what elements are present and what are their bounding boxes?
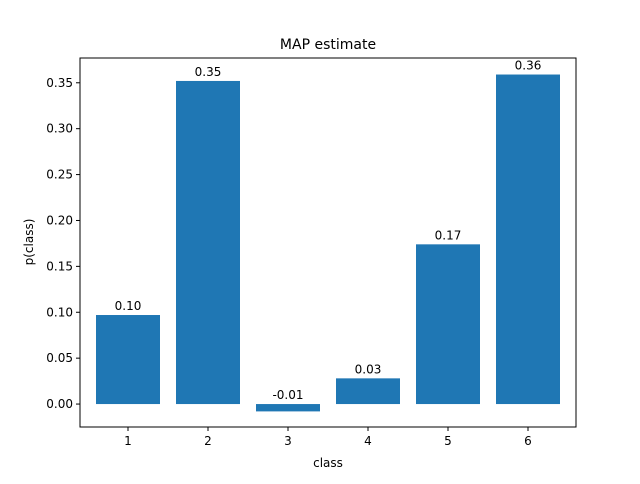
plot-frame bbox=[79, 57, 577, 428]
y-tick-label-1: 0.05 bbox=[46, 351, 73, 365]
chart-title: MAP estimate bbox=[280, 37, 376, 53]
bar-class-3 bbox=[256, 404, 320, 412]
x-tick-label-6: 6 bbox=[524, 434, 532, 448]
x-tick-label-4: 4 bbox=[364, 434, 372, 448]
y-tick-label-5: 0.25 bbox=[46, 168, 73, 182]
bar-class-5 bbox=[416, 244, 480, 405]
data-label-class-4: 0.03 bbox=[355, 362, 382, 376]
bars-layer bbox=[96, 74, 560, 412]
data-label-class-1: 0.10 bbox=[115, 299, 142, 313]
y-tick-label-0: 0.00 bbox=[46, 397, 73, 411]
bar-class-6 bbox=[496, 74, 560, 405]
data-label-class-6: 0.36 bbox=[515, 59, 542, 73]
y-tick-label-4: 0.20 bbox=[46, 213, 73, 227]
y-tick-label-3: 0.15 bbox=[46, 259, 73, 273]
x-axis-label: class bbox=[313, 456, 343, 470]
data-label-class-3: -0.01 bbox=[272, 388, 303, 402]
y-tick-label-7: 0.35 bbox=[46, 76, 73, 90]
bar-class-2 bbox=[176, 80, 240, 405]
data-label-class-2: 0.35 bbox=[195, 65, 222, 79]
y-axis-label: p(class) bbox=[22, 219, 36, 266]
data-labels-layer: 0.10 0.35 -0.01 0.03 0.17 0.36 bbox=[115, 59, 542, 403]
x-tick-label-1: 1 bbox=[124, 434, 132, 448]
bar-class-4 bbox=[336, 378, 400, 405]
x-tick-label-3: 3 bbox=[284, 434, 292, 448]
x-tick-label-5: 5 bbox=[444, 434, 452, 448]
data-label-class-5: 0.17 bbox=[435, 228, 462, 242]
axes-layer: 1 2 3 4 5 6 0.00 0.05 0.10 0.15 0.20 0.25 0.30 0.35 bbox=[46, 57, 577, 448]
y-tick-label-2: 0.10 bbox=[46, 305, 73, 319]
bar-class-1 bbox=[96, 315, 160, 405]
x-tick-label-2: 2 bbox=[204, 434, 212, 448]
y-tick-label-6: 0.30 bbox=[46, 122, 73, 136]
